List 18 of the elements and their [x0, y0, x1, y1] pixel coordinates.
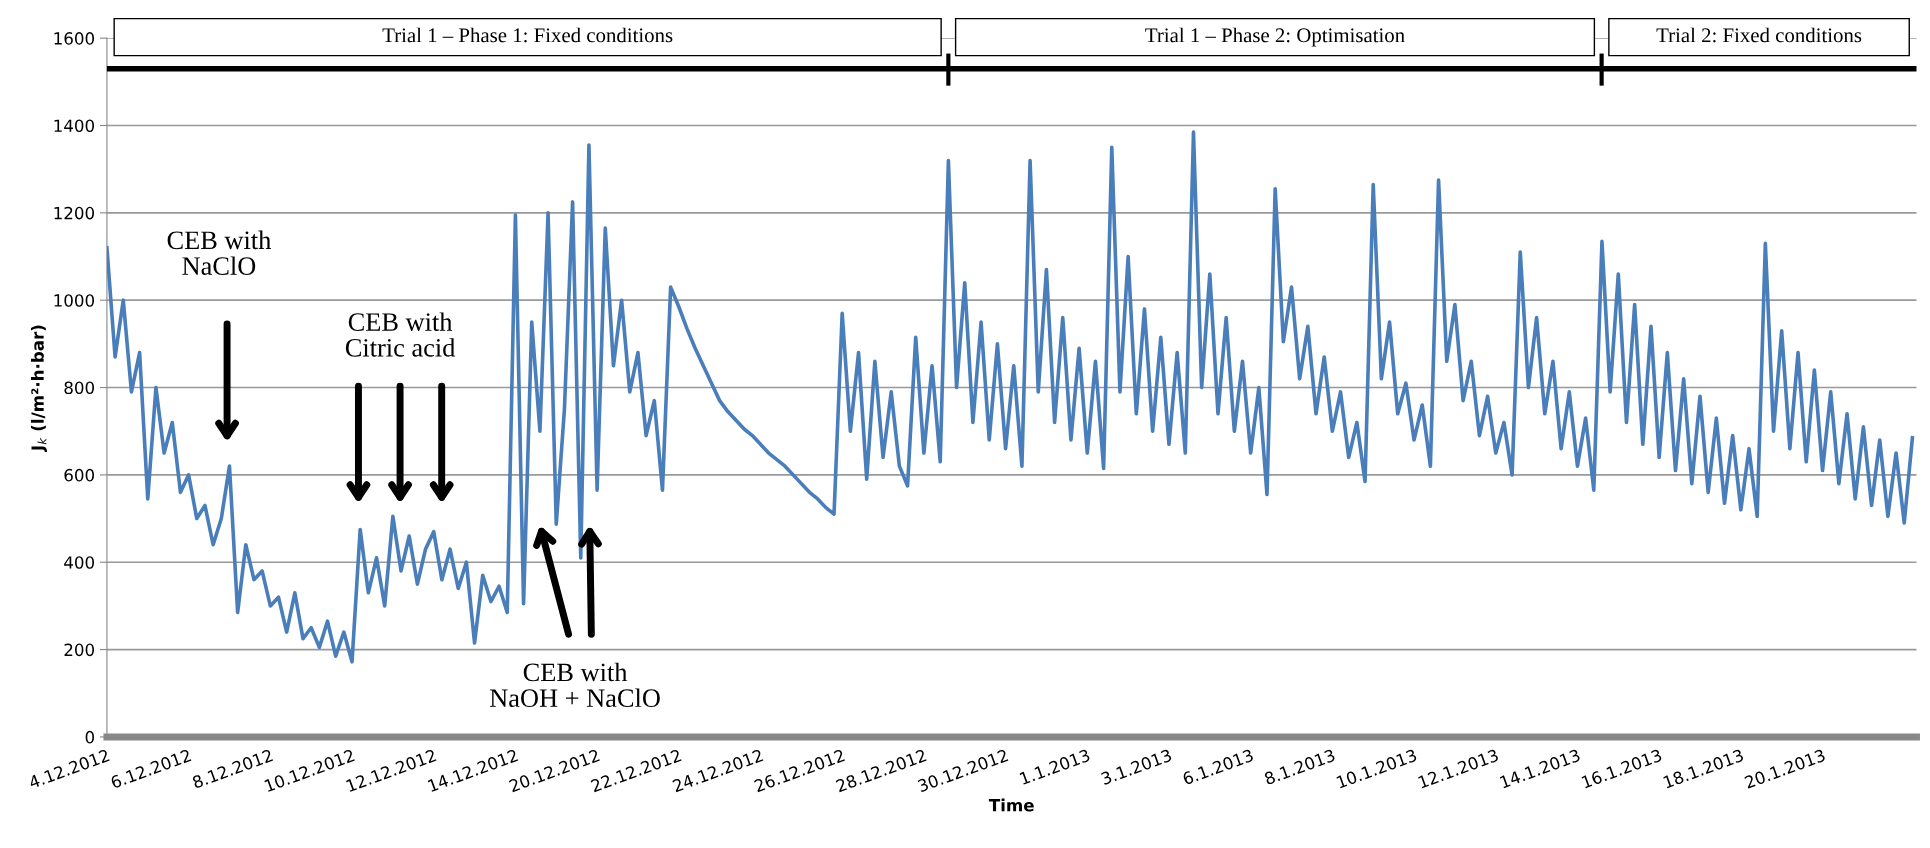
- annotation: Trial 2: Fixed conditions: [1656, 27, 1862, 43]
- y-axis-title: J$_{k}$ (l/m²·h·bar): [30, 325, 47, 453]
- y-tick-label: 600: [64, 468, 95, 482]
- y-tick-label: 200: [64, 643, 95, 657]
- y-tick-label: 1600: [54, 32, 95, 45]
- annotation: Trial 1 – Phase 2: Optimisation: [1145, 27, 1405, 47]
- line-series: [106, 130, 1915, 664]
- annotation: Trial 1 – Phase 1: Fixed conditions: [382, 27, 673, 43]
- annotation: CEB with NaOH + NaClO: [489, 662, 660, 708]
- y-tick-label: 1000: [54, 294, 95, 307]
- y-tick-label: 400: [64, 556, 95, 569]
- y-tick-label: 0: [85, 730, 95, 744]
- y-tick-label: 800: [64, 381, 95, 395]
- x-axis-title: Time: [988, 798, 1034, 812]
- y-tick-label: 1400: [54, 119, 95, 133]
- annotation: CEB with Citric acid: [345, 312, 456, 357]
- annotation: CEB with NaClO: [167, 230, 271, 275]
- y-tick-label: 1200: [54, 206, 95, 220]
